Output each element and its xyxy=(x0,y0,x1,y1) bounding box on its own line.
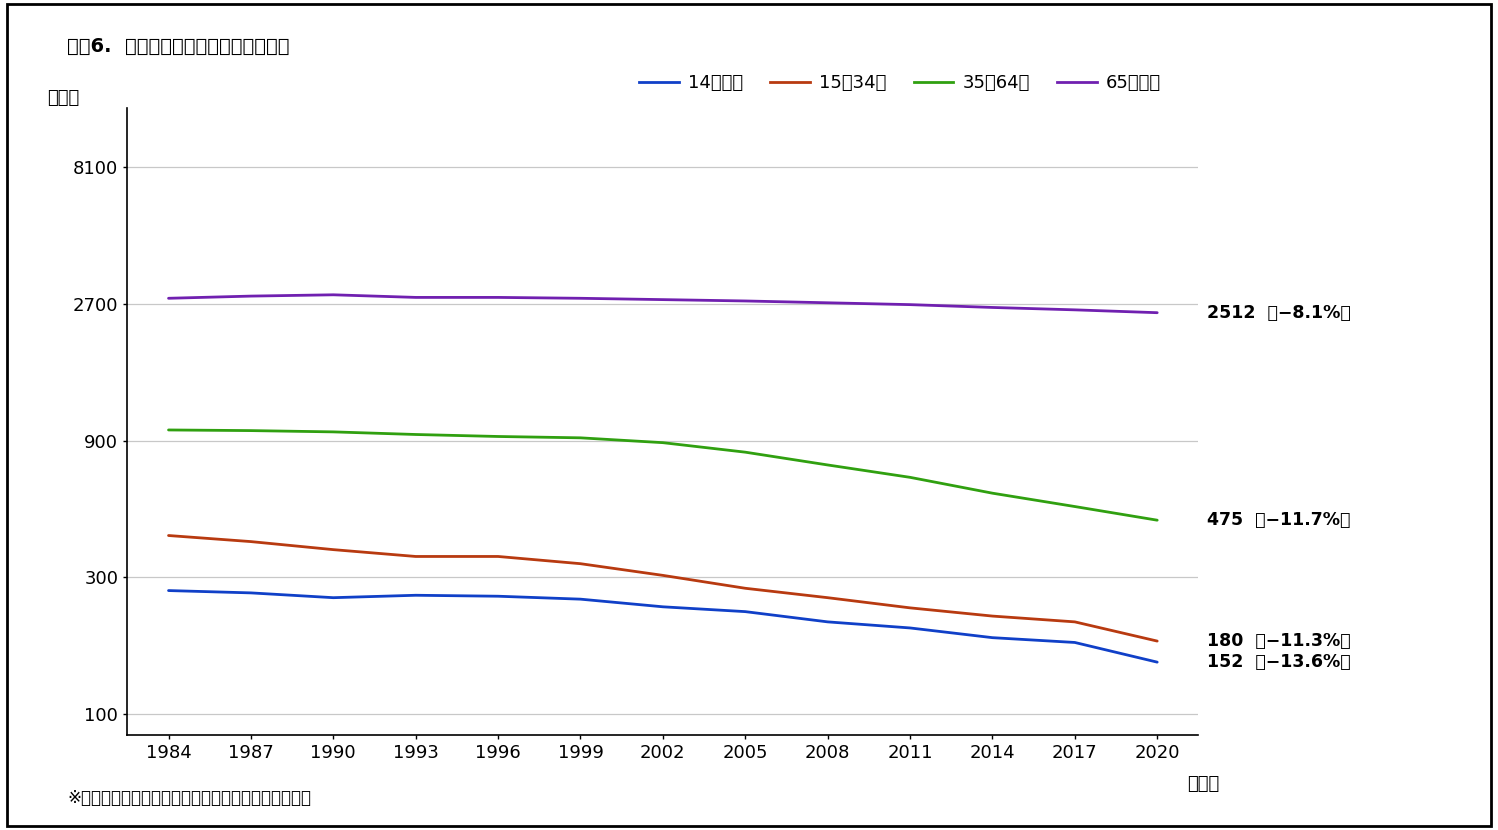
Text: ※　「患者調査」（厚生労働省）をもとに、筆者作成: ※ 「患者調査」（厚生労働省）をもとに、筆者作成 xyxy=(67,788,312,807)
Text: 475  （−11.7%）: 475 （−11.7%） xyxy=(1207,511,1350,530)
X-axis label: （年）: （年） xyxy=(1188,775,1219,793)
Legend: 14歳以下, 15〜34歳, 35〜64歳, 65歳以上: 14歳以下, 15〜34歳, 35〜64歳, 65歳以上 xyxy=(632,66,1168,100)
Text: 2512  （−8.1%）: 2512 （−8.1%） xyxy=(1207,304,1350,322)
Text: 180  （−11.3%）: 180 （−11.3%） xyxy=(1207,632,1350,650)
Y-axis label: （人）: （人） xyxy=(46,89,79,107)
Text: 152  （−13.6%）: 152 （−13.6%） xyxy=(1207,653,1350,671)
Text: 図表6.  入院受療率の推移（年齢層別）: 図表6. 入院受療率の推移（年齢層別） xyxy=(67,37,291,56)
